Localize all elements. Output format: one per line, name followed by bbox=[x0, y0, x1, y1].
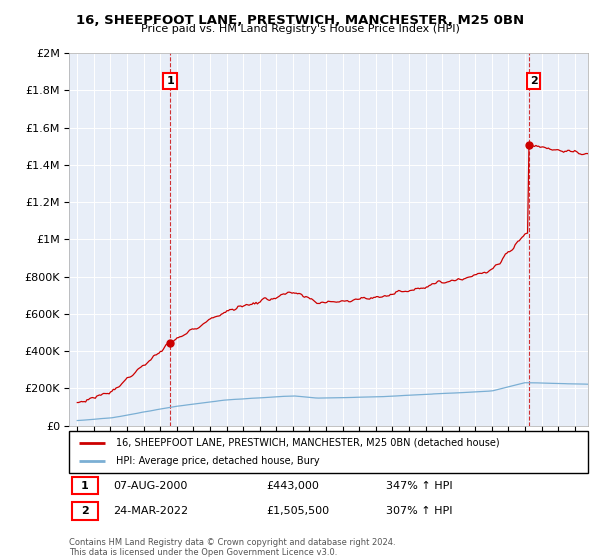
Text: 1: 1 bbox=[166, 76, 174, 86]
Text: Contains HM Land Registry data © Crown copyright and database right 2024.
This d: Contains HM Land Registry data © Crown c… bbox=[69, 538, 395, 557]
Text: 2: 2 bbox=[80, 506, 88, 516]
Text: HPI: Average price, detached house, Bury: HPI: Average price, detached house, Bury bbox=[116, 456, 319, 466]
Text: 16, SHEEPFOOT LANE, PRESTWICH, MANCHESTER, M25 0BN (detached house): 16, SHEEPFOOT LANE, PRESTWICH, MANCHESTE… bbox=[116, 438, 499, 448]
Bar bbox=[71, 477, 98, 494]
Text: 1: 1 bbox=[80, 480, 88, 491]
Text: £1,505,500: £1,505,500 bbox=[266, 506, 329, 516]
Text: £443,000: £443,000 bbox=[266, 480, 319, 491]
Text: 07-AUG-2000: 07-AUG-2000 bbox=[113, 480, 187, 491]
Text: 307% ↑ HPI: 307% ↑ HPI bbox=[386, 506, 452, 516]
Bar bbox=[71, 502, 98, 520]
Text: 24-MAR-2022: 24-MAR-2022 bbox=[113, 506, 188, 516]
Text: 16, SHEEPFOOT LANE, PRESTWICH, MANCHESTER, M25 0BN: 16, SHEEPFOOT LANE, PRESTWICH, MANCHESTE… bbox=[76, 14, 524, 27]
Text: 347% ↑ HPI: 347% ↑ HPI bbox=[386, 480, 452, 491]
Text: Price paid vs. HM Land Registry's House Price Index (HPI): Price paid vs. HM Land Registry's House … bbox=[140, 24, 460, 34]
Text: 2: 2 bbox=[530, 76, 538, 86]
